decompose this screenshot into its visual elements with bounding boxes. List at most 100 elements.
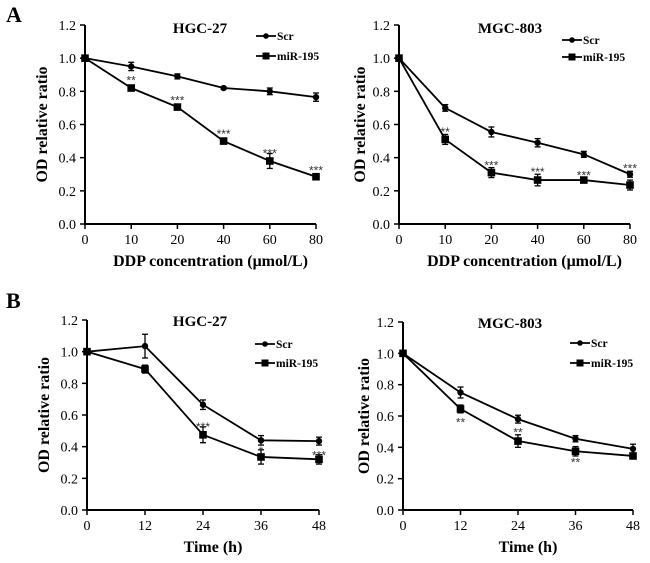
data-point <box>257 453 265 461</box>
y-tick-label: 0.6 <box>59 119 77 134</box>
legend-label: Scr <box>591 338 608 350</box>
legend-label: Scr <box>583 35 600 47</box>
data-point <box>395 54 403 62</box>
y-tick-label: 0.0 <box>377 504 395 519</box>
x-tick-label: 0 <box>84 519 91 534</box>
significance-label: *** <box>263 147 277 161</box>
data-point <box>457 389 464 396</box>
significance-label: ** <box>441 125 451 139</box>
data-point <box>266 157 274 165</box>
y-tick-label: 1.0 <box>373 52 391 67</box>
chart-title: HGC-27 <box>173 21 228 37</box>
y-tick-label: 0.2 <box>373 185 391 200</box>
series-line <box>84 57 317 99</box>
legend-label: Scr <box>276 339 293 351</box>
x-tick-label: 24 <box>196 519 210 534</box>
y-tick-label: 0.2 <box>59 185 77 200</box>
x-tick-label: 60 <box>263 233 277 248</box>
legend: Scr miR-195 <box>562 35 625 64</box>
legend-marker <box>577 340 583 346</box>
y-tick-label: 0.0 <box>61 504 79 519</box>
x-tick-label: 0 <box>396 233 403 248</box>
series-scr <box>83 333 323 446</box>
data-point <box>571 447 580 456</box>
chart-b-hgc27: 0.0 0.2 0.4 0.6 0.8 1.0 1.2 0 12 24 36 48 Time (h) OD… <box>36 314 326 556</box>
data-point <box>199 430 207 439</box>
x-tick-label: 80 <box>309 233 323 248</box>
x-axis-title: DDP concentration (μmol/L) <box>113 253 308 270</box>
series-line <box>398 57 631 176</box>
data-point <box>629 445 637 453</box>
significance-label: ** <box>513 426 523 440</box>
y-axis-title: OD relative ratio <box>36 357 53 473</box>
y-tick-label: 0.6 <box>377 410 395 425</box>
x-tick-label: 0 <box>400 519 407 534</box>
y-axis-title: OD relative ratio <box>356 358 373 474</box>
data-point <box>220 84 227 92</box>
series-mir-195 <box>399 349 637 460</box>
data-point <box>629 452 637 460</box>
data-point <box>441 135 449 144</box>
data-point <box>514 415 522 423</box>
legend-label: Scr <box>277 31 294 43</box>
legend-marker <box>262 341 268 347</box>
significance-label: * <box>259 444 264 458</box>
data-point <box>572 435 579 442</box>
significance-label: *** <box>217 127 231 141</box>
x-tick-label: 20 <box>484 233 498 248</box>
data-point <box>315 437 323 445</box>
y-tick-label: 1.0 <box>59 52 77 67</box>
y-tick-label: 1.0 <box>377 347 395 362</box>
x-tick-label: 10 <box>438 233 452 248</box>
y-tick-label: 1.0 <box>61 346 79 361</box>
y-tick-label: 0.4 <box>377 441 395 456</box>
x-tick-label: 60 <box>577 233 591 248</box>
chart-title: MGC-803 <box>478 316 542 332</box>
y-tick-label: 0.8 <box>59 85 77 100</box>
y-tick-label: 0.6 <box>61 409 79 424</box>
data-point <box>580 151 587 158</box>
data-point <box>141 342 149 350</box>
x-tick-label: 48 <box>626 519 640 534</box>
x-axis-title: Time (h) <box>499 539 558 556</box>
legend-label: miR-195 <box>591 358 633 370</box>
data-point <box>580 176 588 184</box>
y-tick-label: 0.8 <box>377 379 395 394</box>
y-tick-label: 1.2 <box>373 19 391 34</box>
x-tick-label: 48 <box>312 519 326 534</box>
data-point <box>312 172 320 181</box>
legend-marker <box>261 359 269 367</box>
significance-label: *** <box>312 449 326 463</box>
data-point <box>81 54 89 62</box>
data-point <box>128 63 135 70</box>
data-point <box>315 455 323 464</box>
x-tick-label: 24 <box>511 519 525 534</box>
panel-label-b: B <box>6 288 21 313</box>
data-point <box>442 104 449 112</box>
x-tick-label: 36 <box>569 519 583 534</box>
y-tick-label: 0.8 <box>373 85 391 100</box>
significance-label: *** <box>309 163 323 177</box>
x-tick-label: 36 <box>254 519 268 534</box>
significance-label: *** <box>531 165 545 179</box>
data-point <box>312 93 320 101</box>
significance-label: ** <box>127 74 137 88</box>
y-tick-label: 0.4 <box>373 152 391 167</box>
series-mir-195 <box>81 54 320 181</box>
data-point <box>487 168 496 177</box>
x-tick-label: 20 <box>170 233 184 248</box>
y-tick-label: 0.4 <box>61 441 79 456</box>
legend-marker <box>263 33 269 39</box>
significance-label: *** <box>623 162 637 176</box>
y-tick-label: 1.2 <box>61 314 79 329</box>
significance-label: ** <box>456 415 466 429</box>
legend-marker <box>576 359 584 367</box>
y-tick-label: 0.0 <box>59 218 77 233</box>
y-axis-title: OD relative ratio <box>34 66 51 182</box>
y-tick-label: 1.2 <box>377 316 395 331</box>
significance-label: *** <box>484 158 498 172</box>
series-line <box>398 57 631 186</box>
